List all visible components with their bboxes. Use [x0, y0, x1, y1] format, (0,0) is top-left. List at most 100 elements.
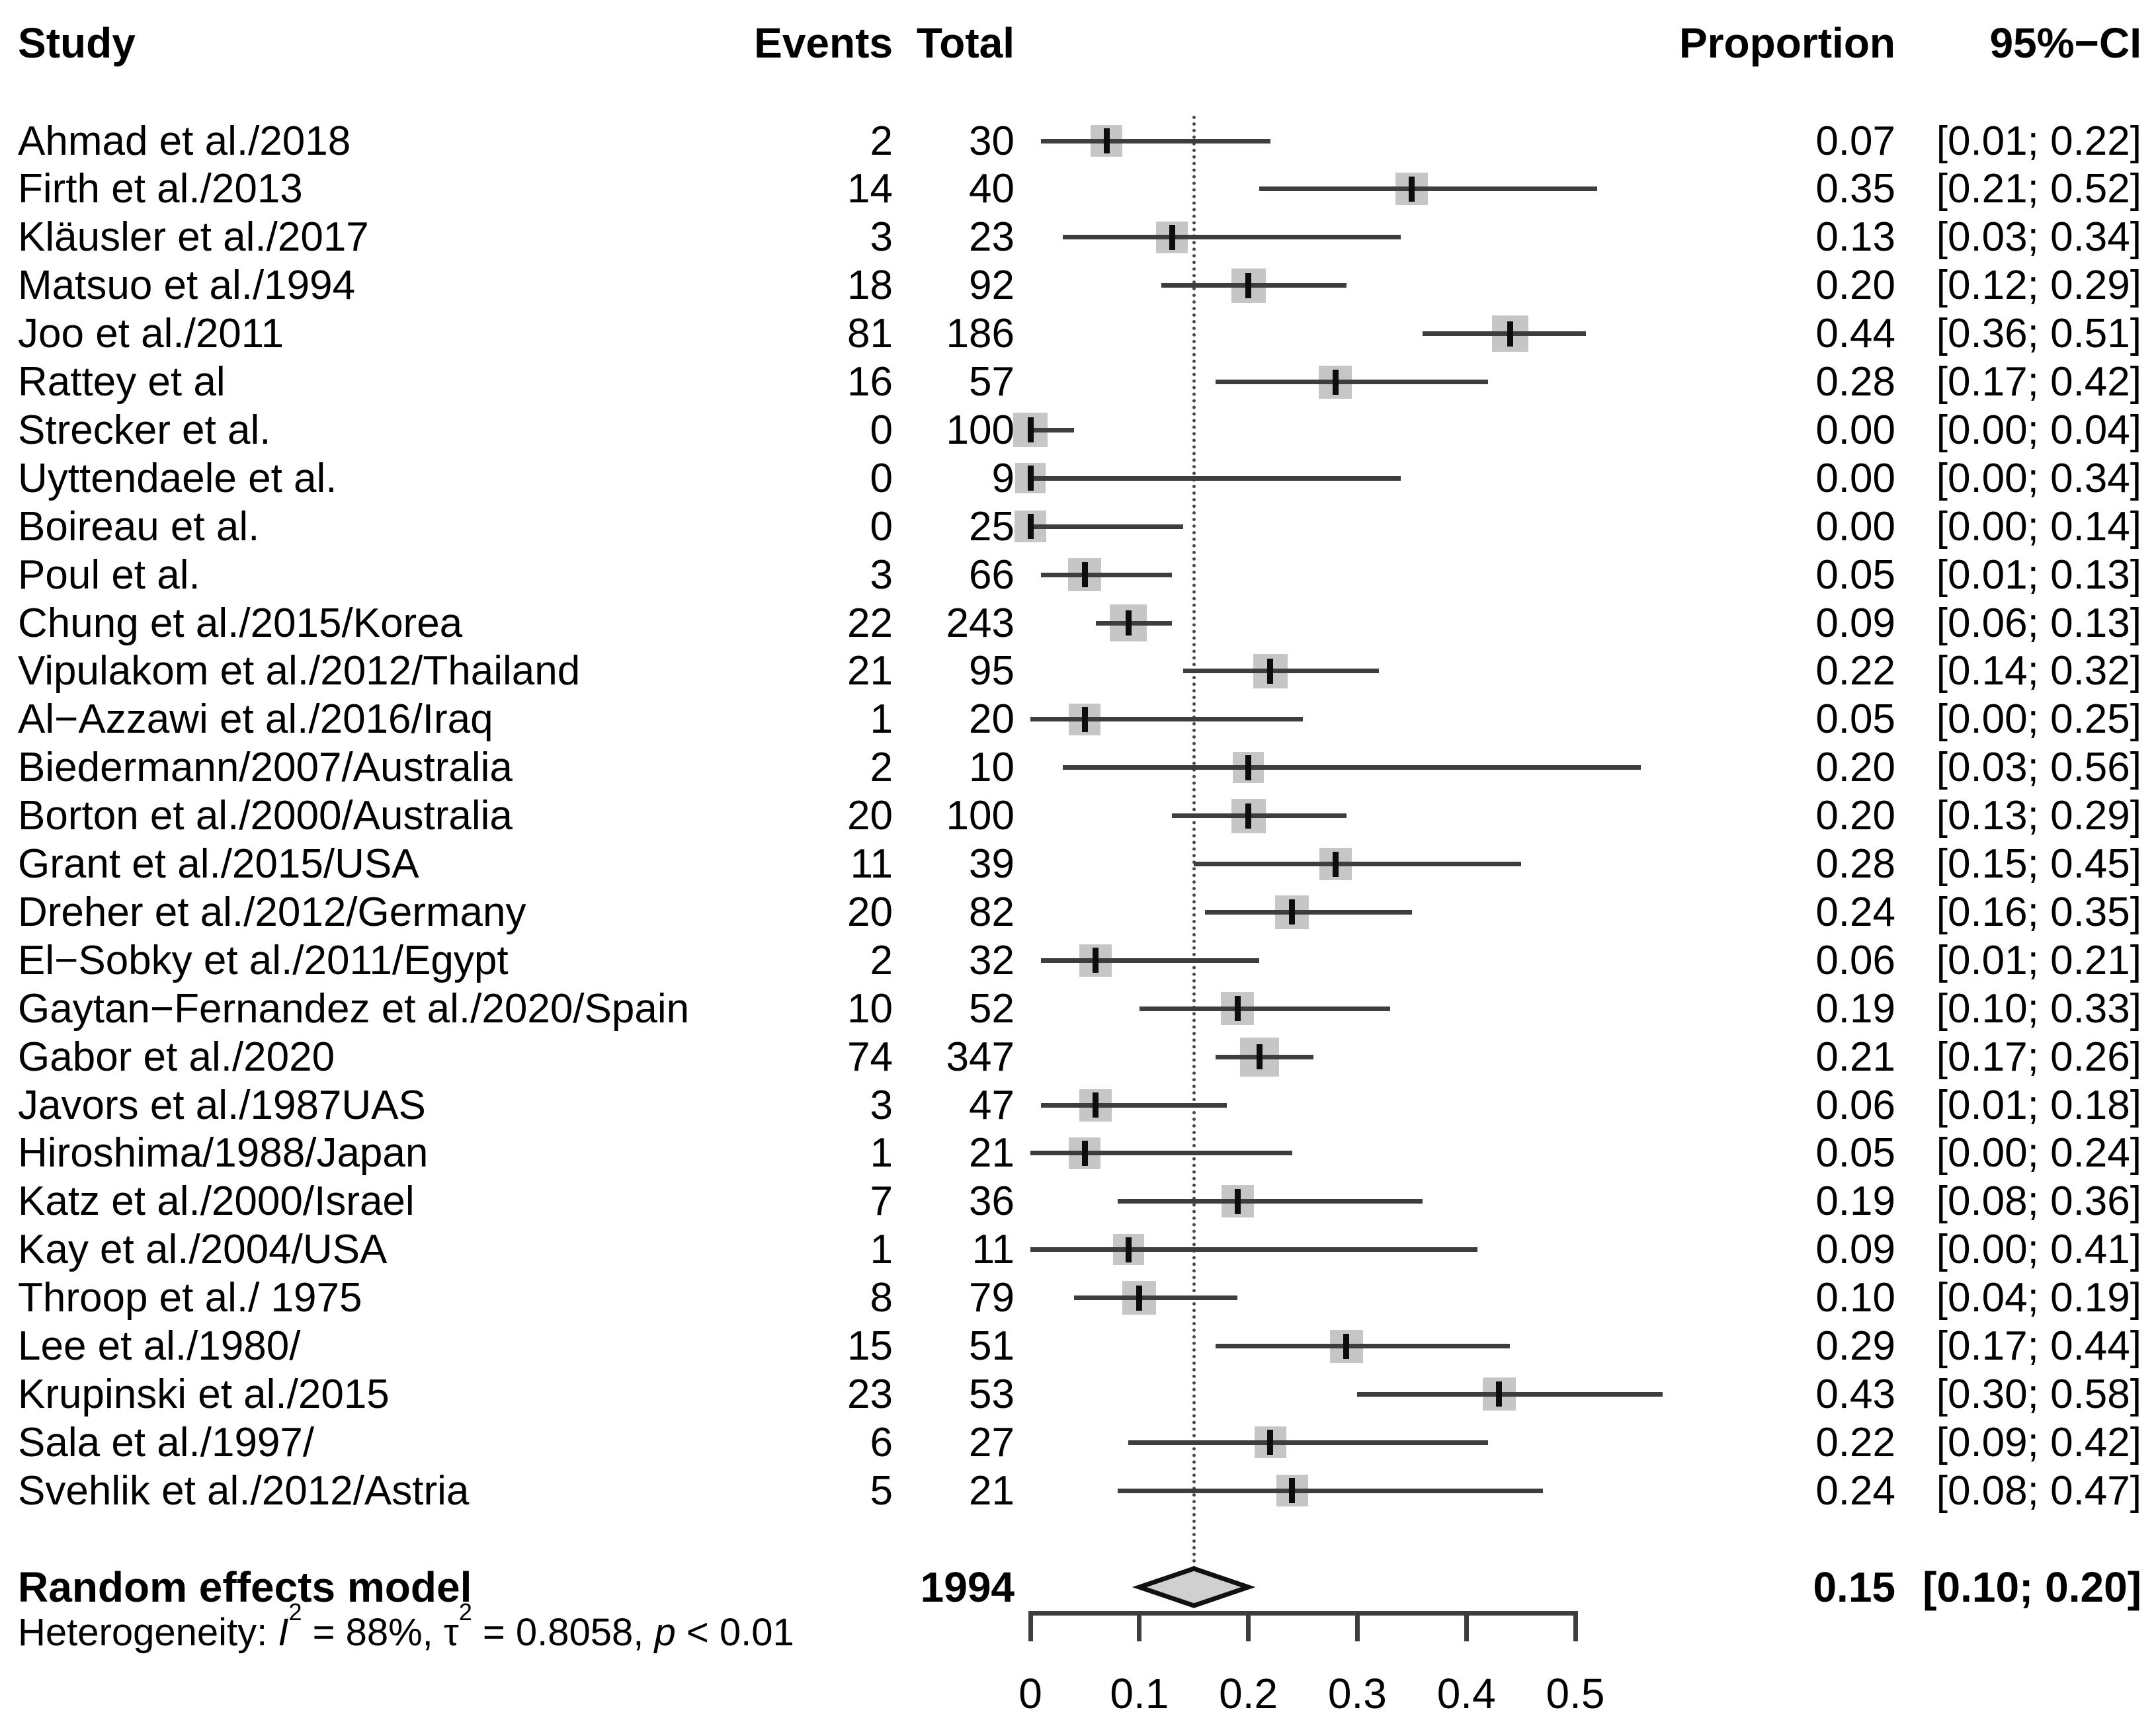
total-value: 92	[969, 263, 1015, 309]
study-label: Gabor et al./2020	[18, 1034, 335, 1080]
events-value: 20	[847, 793, 893, 839]
point-estimate-marker	[1081, 562, 1088, 588]
ci-line	[1128, 1440, 1489, 1445]
total-value: 21	[969, 1130, 1015, 1176]
study-label: Vipulakom et al./2012/Thailand	[18, 648, 581, 694]
proportion-value: 0.05	[1815, 696, 1895, 743]
heterogeneity-segment: I	[278, 1611, 289, 1654]
summary-total: 1994	[920, 1563, 1015, 1611]
proportion-value: 0.24	[1815, 889, 1895, 935]
heterogeneity-segment: = 88%,	[302, 1611, 444, 1654]
x-axis-tick	[1028, 1611, 1033, 1641]
proportion-value: 0.21	[1815, 1034, 1895, 1080]
total-value: 20	[969, 696, 1015, 743]
events-value: 6	[870, 1419, 893, 1465]
point-estimate-marker	[1409, 176, 1415, 202]
study-label: Matsuo et al./1994	[18, 263, 356, 309]
study-label: Grant et al./2015/USA	[18, 841, 419, 887]
proportion-value: 0.43	[1815, 1371, 1895, 1417]
ci-line	[1182, 669, 1380, 674]
ci-line	[1095, 620, 1173, 626]
ci-line	[1117, 1488, 1543, 1493]
study-label: Ahmad et al./2018	[18, 118, 351, 164]
proportion-value: 0.00	[1815, 455, 1895, 501]
proportion-value: 0.29	[1815, 1323, 1895, 1369]
ci-value: [0.06; 0.13]	[1936, 600, 2141, 646]
x-axis-line	[1028, 1611, 1577, 1616]
ci-line	[1423, 331, 1587, 337]
x-axis-tick	[1137, 1611, 1142, 1641]
proportion-value: 0.28	[1815, 359, 1895, 405]
study-label: Boireau et al.	[18, 503, 260, 550]
events-value: 18	[847, 263, 893, 309]
events-value: 0	[870, 503, 893, 550]
ci-value: [0.10; 0.33]	[1936, 985, 2141, 1032]
total-value: 23	[969, 214, 1015, 261]
total-value: 21	[969, 1467, 1015, 1514]
events-value: 2	[870, 118, 893, 164]
proportion-value: 0.05	[1815, 552, 1895, 598]
ci-line	[1030, 427, 1074, 432]
total-value: 25	[969, 503, 1015, 550]
proportion-value: 0.22	[1815, 1419, 1895, 1465]
column-header-proportion: Proportion	[1679, 19, 1895, 67]
heterogeneity-segment: < 0.01	[675, 1611, 794, 1654]
point-estimate-marker	[1332, 369, 1339, 395]
total-value: 36	[969, 1178, 1015, 1225]
point-estimate-marker	[1267, 1430, 1274, 1456]
proportion-value: 0.28	[1815, 841, 1895, 887]
point-estimate-marker	[1256, 1044, 1263, 1070]
point-estimate-marker	[1169, 224, 1175, 250]
point-estimate-marker	[1289, 1478, 1296, 1504]
ci-line	[1030, 1151, 1292, 1156]
proportion-value: 0.20	[1815, 793, 1895, 839]
study-label: Borton et al./2000/Australia	[18, 793, 513, 839]
ci-value: [0.17; 0.44]	[1936, 1323, 2141, 1369]
events-value: 20	[847, 889, 893, 935]
proportion-value: 0.20	[1815, 263, 1895, 309]
total-value: 66	[969, 552, 1015, 598]
ci-value: [0.16; 0.35]	[1936, 889, 2141, 935]
summary-proportion: 0.15	[1813, 1563, 1895, 1611]
events-value: 1	[870, 696, 893, 743]
ci-line	[1259, 186, 1597, 192]
heterogeneity-segment: Heterogeneity:	[18, 1611, 278, 1654]
ci-line	[1041, 572, 1173, 577]
ci-line	[1041, 958, 1260, 963]
ci-value: [0.17; 0.42]	[1936, 359, 2141, 405]
proportion-value: 0.00	[1815, 503, 1895, 550]
ci-value: [0.08; 0.47]	[1936, 1467, 2141, 1514]
total-value: 243	[946, 600, 1015, 646]
study-label: Joo et al./2011	[18, 311, 284, 357]
point-estimate-marker	[1103, 128, 1110, 153]
ci-line	[1063, 765, 1641, 770]
events-value: 8	[870, 1275, 893, 1321]
events-value: 1	[870, 1227, 893, 1273]
point-estimate-marker	[1234, 1188, 1241, 1214]
ci-value: [0.00; 0.14]	[1936, 503, 2141, 550]
ci-line	[1216, 1344, 1511, 1348]
total-value: 52	[969, 985, 1015, 1032]
column-header-ci: 95%−CI	[1989, 19, 2141, 67]
study-label: Gaytan−Fernandez et al./2020/Spain	[18, 985, 690, 1032]
ci-value: [0.15; 0.45]	[1936, 841, 2141, 887]
point-estimate-marker	[1245, 803, 1252, 829]
ci-line	[1194, 862, 1521, 866]
ci-line	[1030, 1247, 1477, 1253]
study-label: Al−Azzawi et al./2016/Iraq	[18, 696, 493, 743]
ci-value: [0.01; 0.13]	[1936, 552, 2141, 598]
total-value: 53	[969, 1371, 1015, 1417]
ci-line	[1216, 380, 1489, 384]
x-axis-tick	[1464, 1611, 1469, 1641]
point-estimate-marker	[1289, 899, 1296, 925]
column-header-total: Total	[916, 19, 1015, 67]
ci-value: [0.36; 0.51]	[1936, 311, 2141, 357]
total-value: 40	[969, 166, 1015, 212]
point-estimate-marker	[1496, 1381, 1503, 1407]
ci-value: [0.03; 0.56]	[1936, 745, 2141, 791]
point-estimate-marker	[1027, 466, 1034, 491]
x-axis-tick-label: 0.5	[1546, 1670, 1605, 1717]
x-axis-tick	[1354, 1611, 1360, 1641]
study-label: Sala et al./1997/	[18, 1419, 315, 1465]
study-label: Rattey et al	[18, 359, 226, 405]
